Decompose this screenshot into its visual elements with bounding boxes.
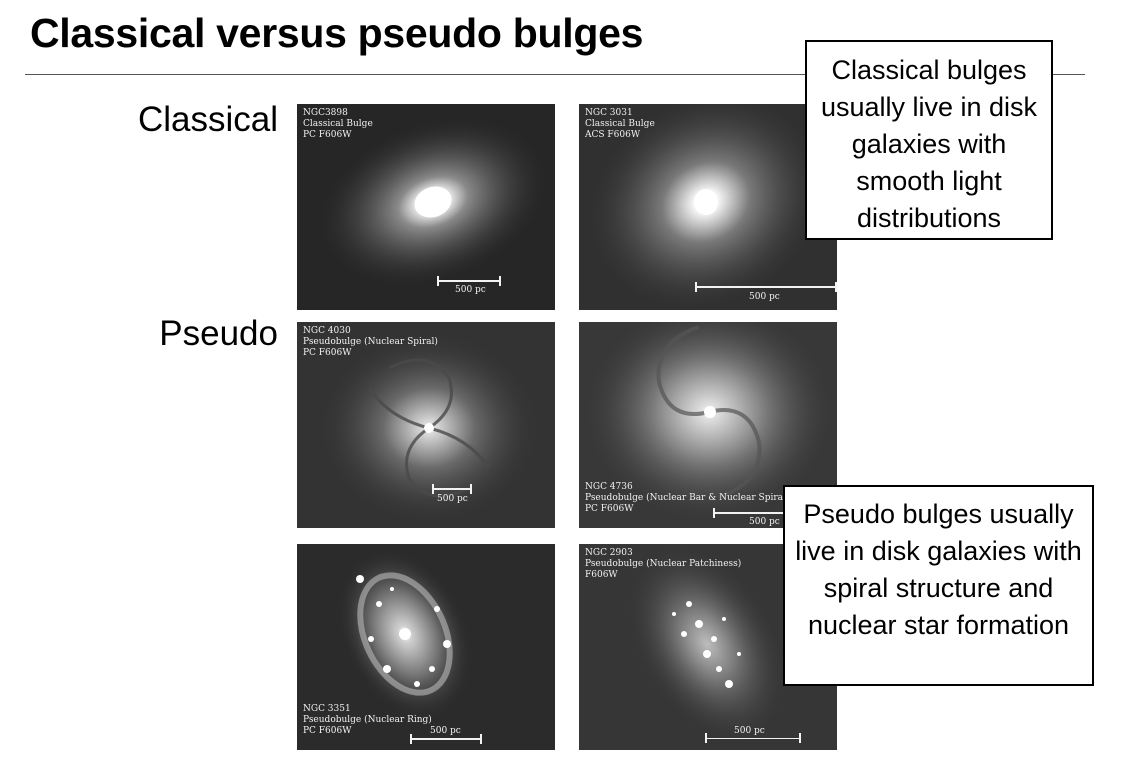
slide-title: Classical versus pseudo bulges	[30, 10, 644, 56]
galaxy-render	[579, 104, 837, 310]
galaxy-render	[297, 104, 555, 310]
galaxy-render	[297, 544, 555, 750]
image-caption: NGC 4030 Pseudobulge (Nuclear Spiral) PC…	[303, 326, 438, 358]
galaxy-image-ngc3031: NGC 3031 Classical Bulge ACS F606W 500 p…	[579, 104, 837, 310]
row-label-classical: Classical	[137, 100, 278, 139]
scale-bar	[432, 484, 472, 494]
scale-label: 500 pc	[734, 726, 765, 736]
galaxy-image-ngc4030: NGC 4030 Pseudobulge (Nuclear Spiral) PC…	[297, 322, 555, 528]
image-caption: NGC 3351 Pseudobulge (Nuclear Ring) PC F…	[303, 704, 432, 736]
galaxy-image-ngc3898: NGC3898 Classical Bulge PC F606W 500 pc	[297, 104, 555, 310]
pseudo-note-box: Pseudo bulges usually live in disk galax…	[783, 485, 1094, 686]
title-divider	[25, 74, 1085, 75]
image-caption: NGC 2903 Pseudobulge (Nuclear Patchiness…	[585, 548, 742, 580]
scale-label: 500 pc	[749, 517, 780, 527]
image-caption: NGC 4736 Pseudobulge (Nuclear Bar & Nucl…	[585, 482, 790, 514]
galaxy-render	[297, 322, 555, 528]
row-label-pseudo: Pseudo	[159, 314, 278, 353]
galaxy-render	[579, 544, 837, 750]
galaxy-render	[579, 322, 837, 528]
scale-label: 500 pc	[749, 292, 780, 302]
galaxy-image-ngc3351: NGC 3351 Pseudobulge (Nuclear Ring) PC F…	[297, 544, 555, 750]
classical-note-box: Classical bulges usually live in disk ga…	[805, 40, 1053, 240]
scale-label: 500 pc	[430, 726, 461, 736]
scale-bar	[695, 282, 837, 292]
scale-bar	[410, 734, 482, 744]
scale-label: 500 pc	[437, 494, 468, 504]
scale-bar	[705, 733, 801, 743]
scale-label: 500 pc	[455, 285, 486, 295]
image-caption: NGC 3031 Classical Bulge ACS F606W	[585, 108, 655, 140]
scale-bar	[437, 276, 501, 286]
image-caption: NGC3898 Classical Bulge PC F606W	[303, 108, 373, 140]
